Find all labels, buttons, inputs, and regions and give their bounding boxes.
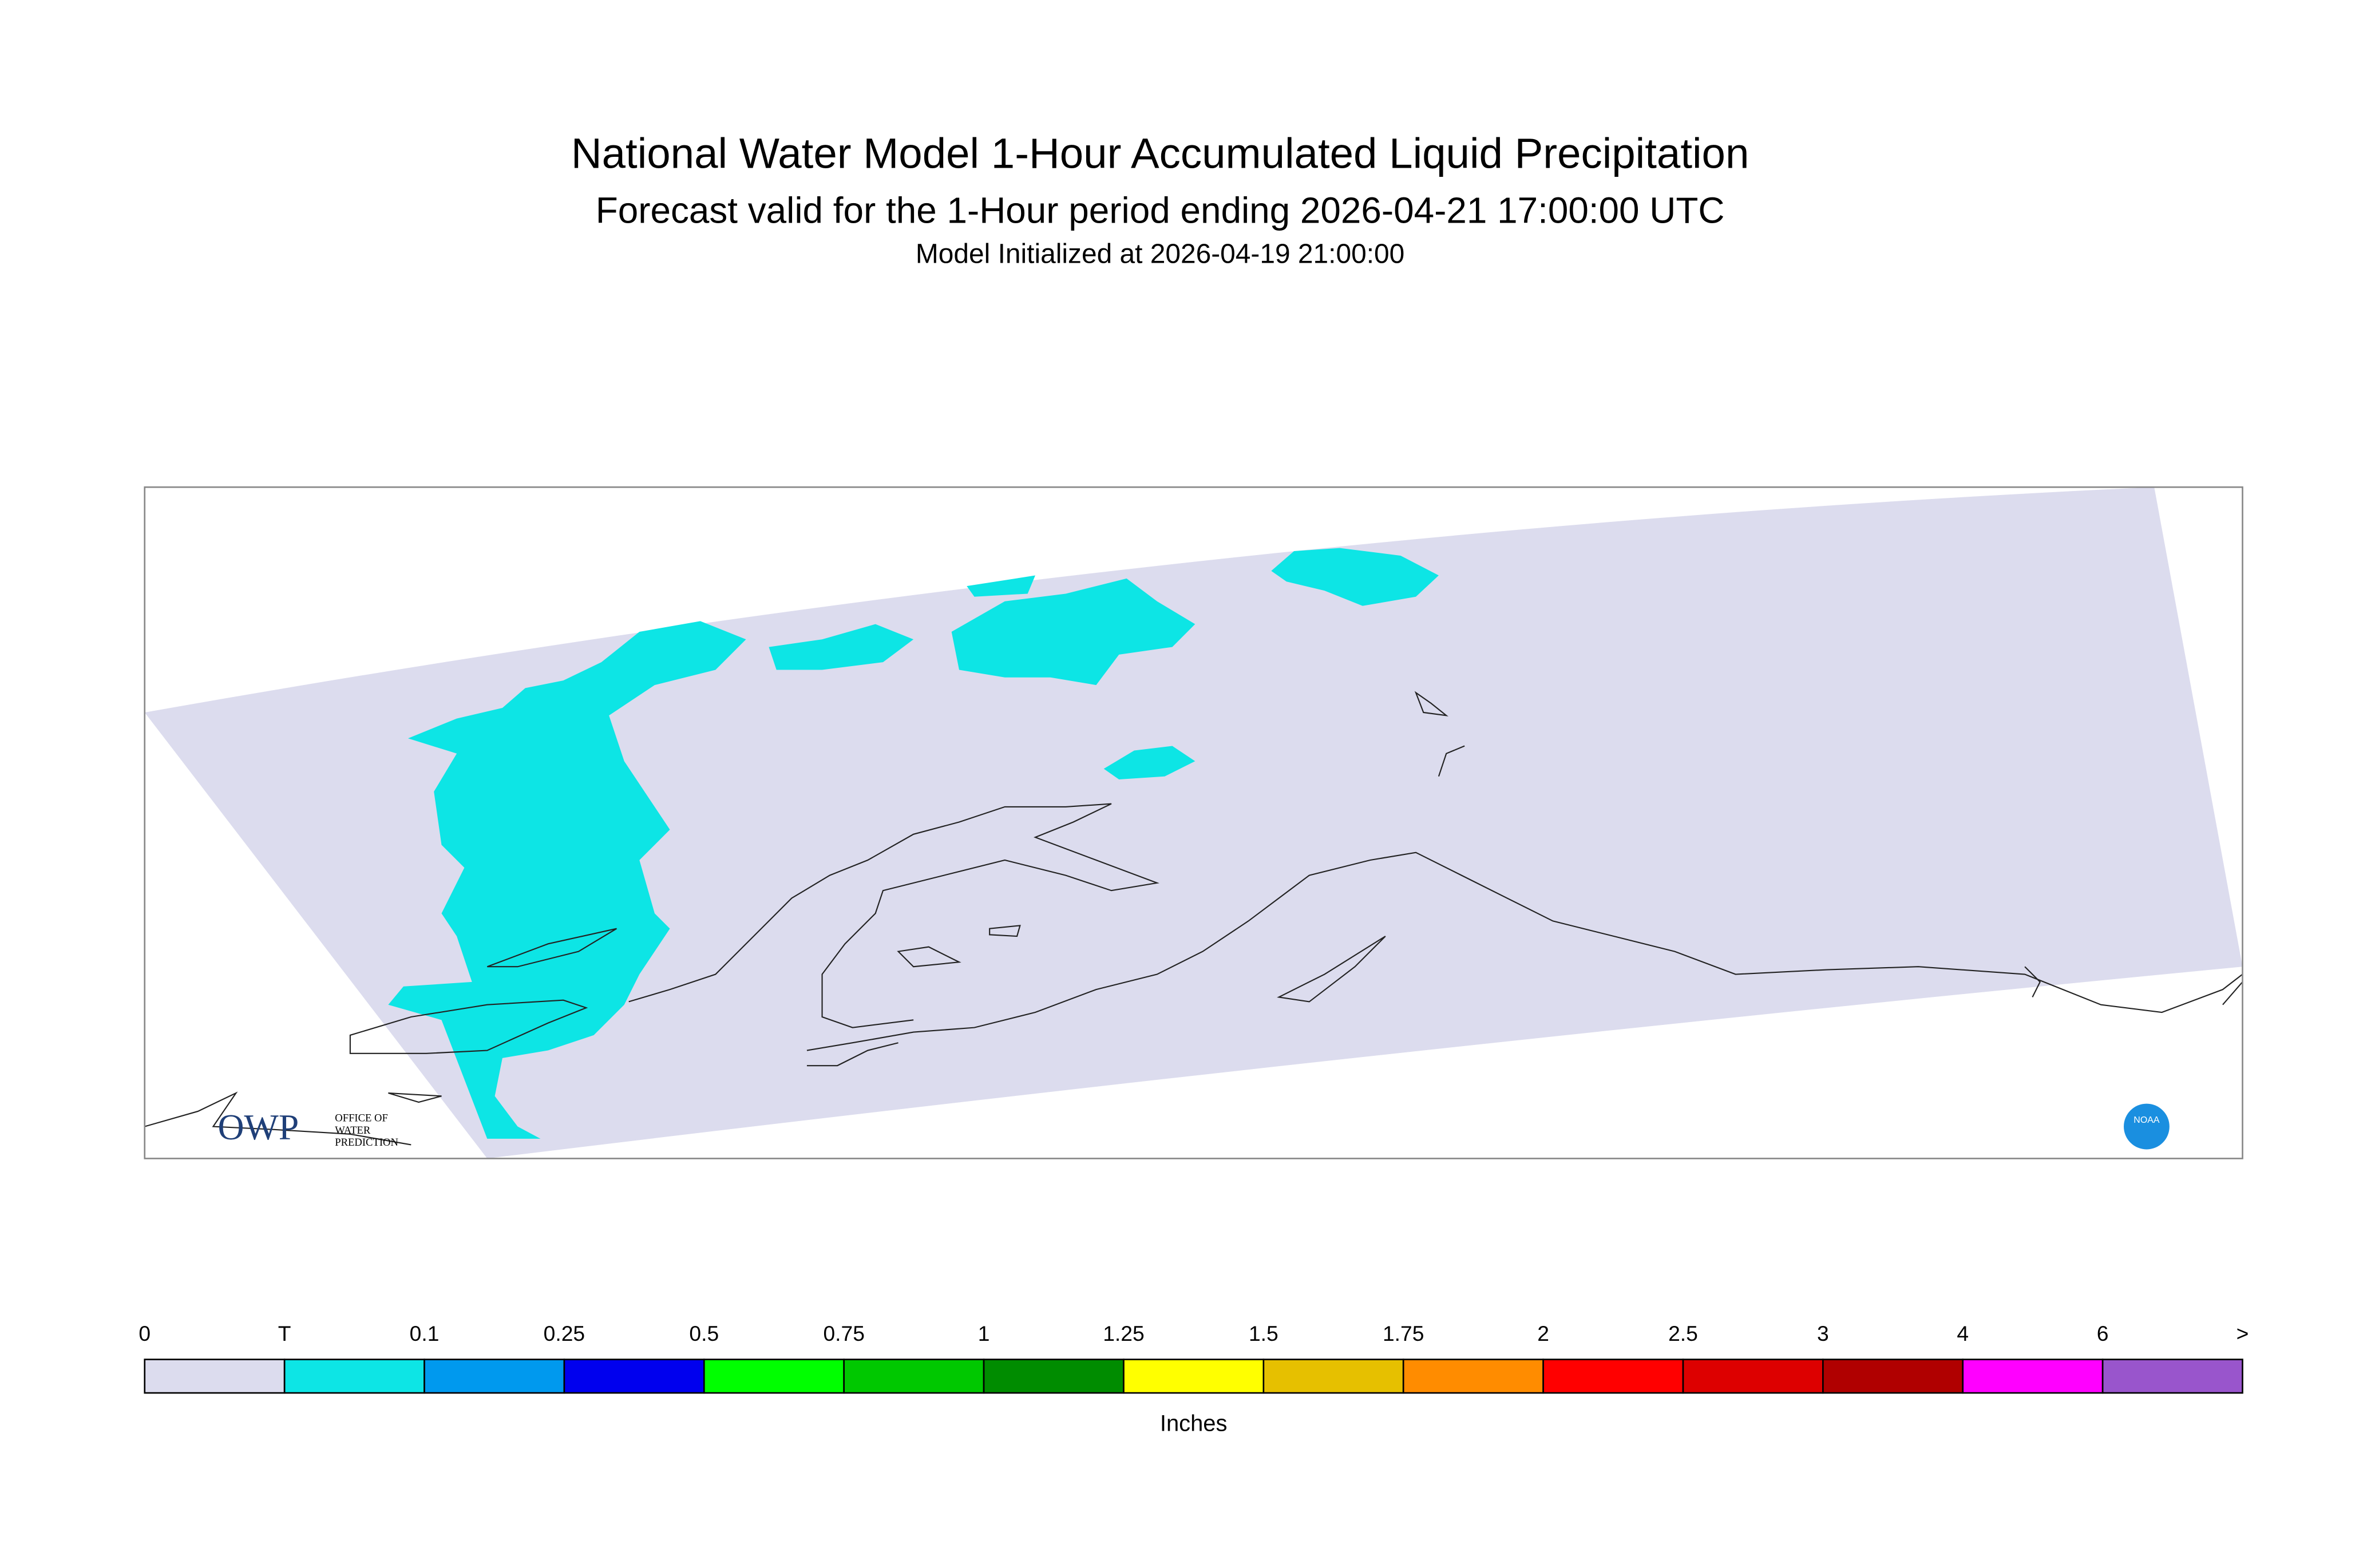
legend-swatch: [144, 1359, 286, 1394]
legend-label: 6: [2097, 1321, 2109, 1345]
owp-logo-line: PREDICTION: [335, 1137, 398, 1149]
legend-swatch: [423, 1359, 565, 1394]
noaa-circle: [2124, 1103, 2170, 1150]
legend-label: 2.5: [1668, 1321, 1698, 1345]
owp-logo-text: OWP: [217, 1107, 299, 1147]
precip-area: [1271, 548, 1439, 606]
precip-areas: [388, 548, 1439, 1139]
legend-swatch: [1682, 1359, 1824, 1394]
legend-swatch: [283, 1359, 425, 1394]
legend-swatch: [983, 1359, 1125, 1394]
coastlines: [144, 691, 2243, 1146]
legend-swatch: [2101, 1359, 2243, 1394]
legend-label: 2: [1537, 1321, 1549, 1345]
init-time: Model Initialized at 2026-04-19 21:00:00: [916, 239, 1404, 270]
legend-swatch: [1822, 1359, 1964, 1394]
precip-area: [951, 578, 1196, 686]
map: OWP OFFICE OF WATER PREDICTION NOAA: [144, 486, 2243, 1159]
legend-label: 0.25: [544, 1321, 585, 1345]
precip-area: [1103, 746, 1196, 780]
legend-swatch: [563, 1359, 705, 1394]
legend-label: 1.75: [1383, 1321, 1424, 1345]
legend-label: 4: [1957, 1321, 1969, 1345]
subtitle: Forecast valid for the 1-Hour period end…: [596, 189, 1725, 231]
legend-label: T: [278, 1321, 291, 1345]
map-frame: [144, 486, 2243, 1159]
precip-area: [769, 624, 914, 670]
precip-area: [388, 621, 746, 1139]
legend-label: 0.1: [410, 1321, 440, 1345]
legend-swatch: [1262, 1359, 1404, 1394]
owp-logo-line: OFFICE OF: [335, 1112, 388, 1124]
owp-logo: OWP OFFICE OF WATER PREDICTION: [217, 1107, 398, 1149]
legend-label: 0: [138, 1321, 151, 1345]
noaa-text: NOAA: [2133, 1115, 2160, 1125]
legend-swatch: [843, 1359, 985, 1394]
legend-label: 1.5: [1249, 1321, 1278, 1345]
legend-label: 0.5: [689, 1321, 719, 1345]
legend-swatch: [1962, 1359, 2104, 1394]
legend: Inches 0 T 0.1 0.25 0.5 0.75 1 1.25 1.5 1.75 2 2.5 3…: [138, 1321, 2249, 1436]
noaa-logo: NOAA: [2124, 1103, 2170, 1150]
legend-label: 0.75: [823, 1321, 864, 1345]
title: National Water Model 1-Hour Accumulated …: [571, 130, 1749, 177]
legend-units: Inches: [1160, 1411, 1228, 1436]
legend-label: 1.25: [1103, 1321, 1144, 1345]
legend-label: 3: [1817, 1321, 1829, 1345]
legend-swatch: [1542, 1359, 1684, 1394]
legend-label: >: [2237, 1321, 2249, 1345]
precip-area: [967, 575, 1035, 597]
legend-label: 1: [978, 1321, 990, 1345]
legend-swatch: [703, 1359, 845, 1394]
legend-swatch: [1402, 1359, 1544, 1394]
owp-logo-line: WATER: [335, 1124, 371, 1137]
legend-swatch: [1123, 1359, 1265, 1394]
